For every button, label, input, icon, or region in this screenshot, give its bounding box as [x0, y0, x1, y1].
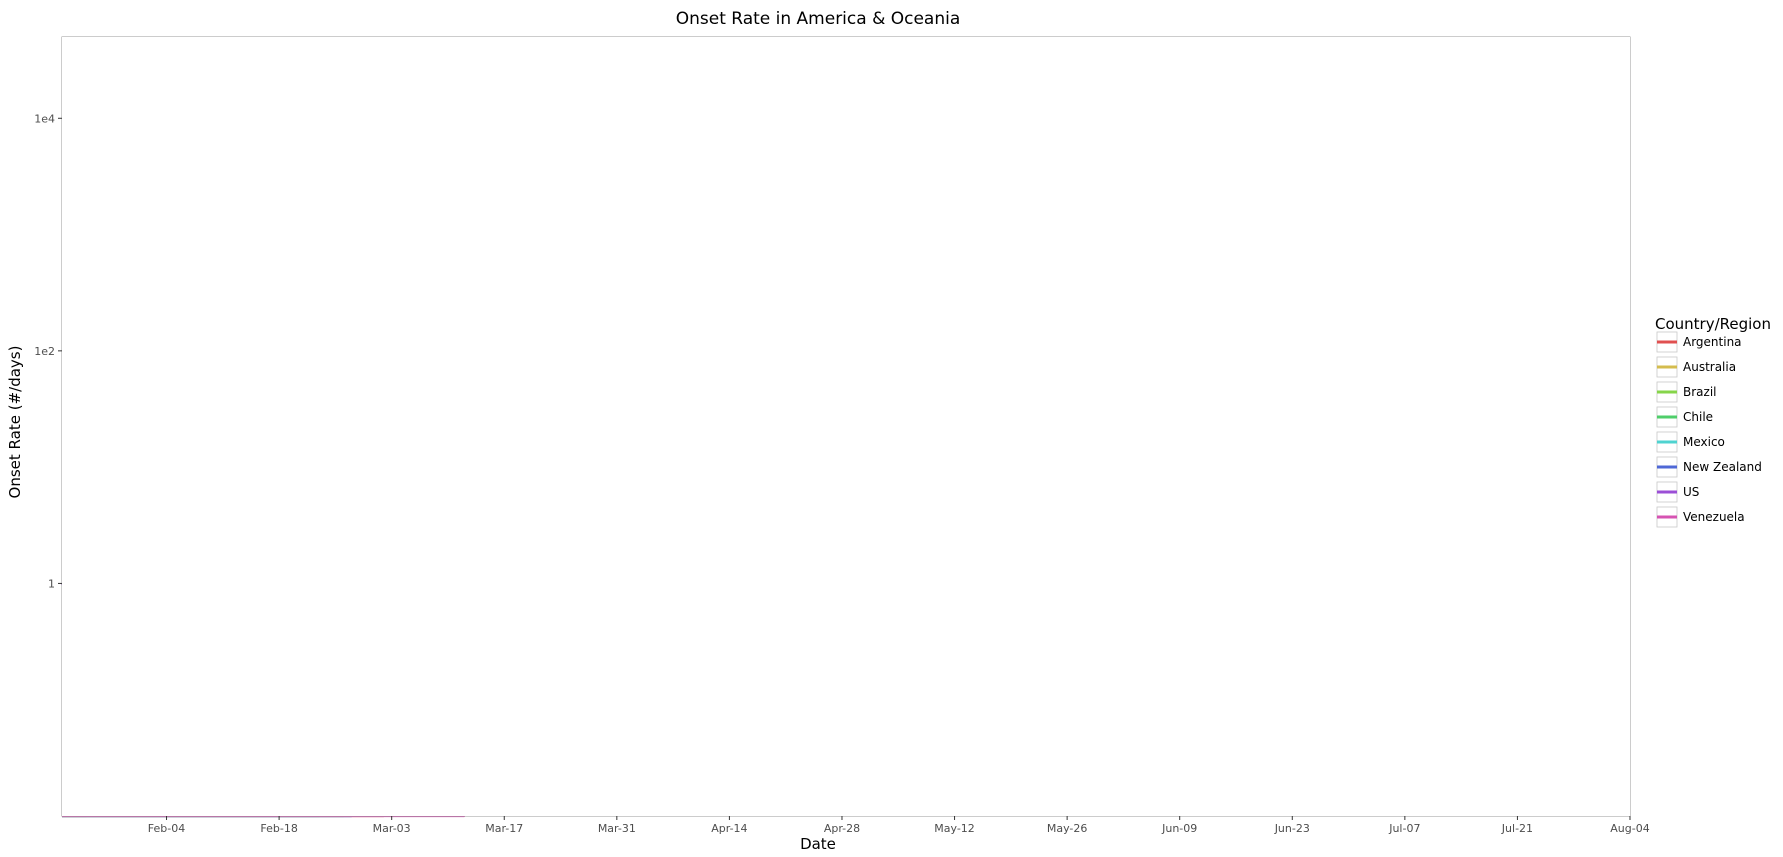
legend-label: New Zealand: [1683, 460, 1762, 474]
x-tick-label: Jul-21: [1501, 822, 1533, 835]
legend: Country/Region Argentina Australia Brazil C…: [1655, 315, 1771, 528]
y-axis: 1 1e2 1e4: [34, 112, 62, 590]
legend-label: Brazil: [1683, 385, 1717, 399]
legend-label: Chile: [1683, 410, 1713, 424]
y-tick-label: 1: [48, 577, 55, 590]
legend-title: Country/Region: [1655, 315, 1771, 333]
x-tick-label: Jun-09: [1161, 822, 1197, 835]
x-tick-label: Mar-17: [485, 822, 523, 835]
legend-label: US: [1683, 485, 1699, 499]
legend-label: Australia: [1683, 360, 1736, 374]
legend-label: Venezuela: [1683, 510, 1745, 524]
x-tick-label: May-26: [1047, 822, 1088, 835]
x-tick-label: Mar-31: [598, 822, 636, 835]
x-tick-label: Apr-28: [824, 822, 860, 835]
y-axis-title: Onset Rate (#/days): [6, 346, 24, 499]
x-tick-label: Mar-03: [373, 822, 411, 835]
y-tick-label: 1e4: [34, 112, 55, 125]
x-tick-label: Apr-14: [711, 822, 747, 835]
x-tick-label: Jul-07: [1388, 822, 1420, 835]
legend-label: Mexico: [1683, 435, 1725, 449]
legend-label: Argentina: [1683, 335, 1742, 349]
y-tick-label: 1e2: [34, 345, 55, 358]
chart-title: Onset Rate in America & Oceania: [676, 9, 961, 29]
x-tick-label: May-12: [934, 822, 975, 835]
x-axis-title: Date: [800, 835, 836, 853]
x-axis: Feb-04 Feb-18 Mar-03 Mar-17 Mar-31 Apr-14 Apr-…: [148, 816, 1650, 835]
x-tick-label: Aug-04: [1610, 822, 1649, 835]
x-tick-label: Feb-04: [148, 822, 185, 835]
x-tick-label: Feb-18: [260, 822, 297, 835]
x-tick-label: Jun-23: [1274, 822, 1310, 835]
